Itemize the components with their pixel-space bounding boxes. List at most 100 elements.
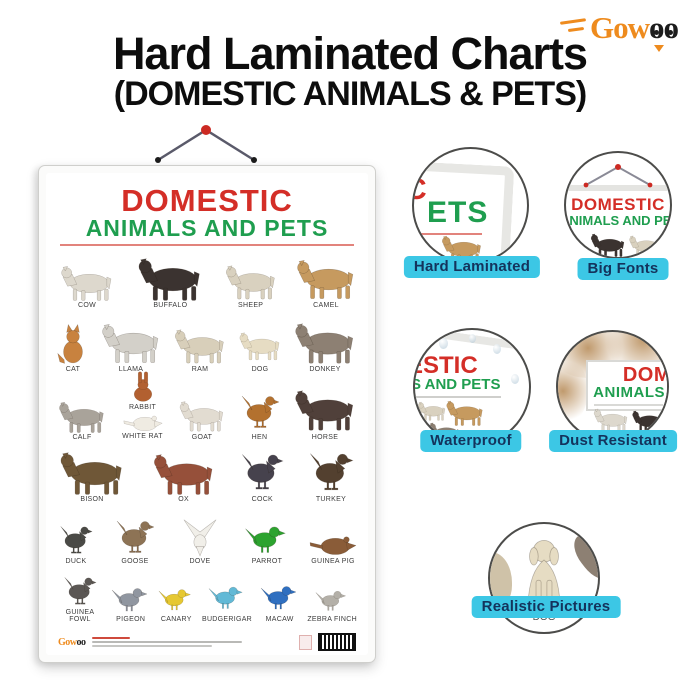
horse-illustration	[293, 387, 357, 433]
animal-row-2: CAT LLAMA RAM DOG DONKEY	[54, 310, 360, 374]
feature-circle-waterproof: ESTIC S AND PETS	[413, 328, 531, 446]
poster-zoom-panel	[586, 360, 667, 411]
pigeon-illustration	[111, 585, 151, 615]
zoom-underline	[415, 396, 501, 398]
animal-cell-guinea-pig: GUINEA PIG	[309, 531, 357, 566]
animal-label: WHITE RAT	[122, 433, 163, 441]
sheep-zoom-illustration	[628, 235, 662, 257]
hanger-string	[155, 125, 257, 163]
dove-illustration	[175, 517, 225, 557]
fine-print-line	[91, 637, 130, 639]
animal-cell-turkey: TURKEY	[305, 449, 357, 504]
buffalo-illustration	[134, 257, 206, 301]
zoom-text-red: ESTIC	[413, 352, 478, 379]
animal-label: BUFFALO	[153, 302, 188, 310]
animal-row-1: COW BUFFALO SHEEP CAMEL	[54, 248, 360, 310]
poster-footer: Gowoo	[54, 631, 360, 651]
animal-cell-cat: CAT	[57, 323, 89, 374]
white-rat-illustration	[121, 412, 165, 432]
water-droplet-icon	[469, 334, 476, 343]
cow-illustration	[57, 265, 117, 301]
animal-label: DOG	[251, 366, 269, 374]
parrot-illustration	[243, 523, 291, 557]
ram-illustration	[173, 327, 227, 365]
poster-title-line1: DOMESTIC	[121, 183, 293, 218]
fine-print-line	[91, 641, 242, 643]
hen-illustration	[240, 391, 280, 433]
hanger-zoom	[583, 164, 653, 188]
animal-cell-dog: DOG	[238, 327, 282, 374]
animal-row-3: CALF RABBIT WHITE RAT GOAT HEN	[54, 374, 360, 442]
animal-label: SHEEP	[238, 302, 264, 310]
animal-cell-duck: DUCK	[57, 523, 95, 566]
animal-cell-dove: DOVE	[175, 517, 225, 566]
animal-cell-ram: RAM	[173, 327, 227, 374]
animal-label: COW	[77, 302, 96, 310]
animal-cell-cow: COW	[57, 265, 117, 310]
llama-illustration	[100, 321, 162, 365]
animal-label: DONKEY	[309, 366, 341, 374]
feature-circle-hard-laminated: C ETS	[412, 147, 529, 264]
rabbit-illustration	[129, 371, 157, 403]
animal-label: DOVE	[189, 558, 211, 566]
animal-cell-macaw: MACAW	[260, 581, 300, 624]
animal-label: BISON	[80, 496, 104, 504]
bison-illustration	[57, 451, 127, 495]
animal-label: HEN	[251, 434, 268, 442]
animal-label: CALF	[72, 434, 92, 442]
feature-badge-realistic-pictures: Realistic Pictures	[471, 596, 621, 618]
cat-illustration	[57, 323, 89, 365]
animal-label: CANARY	[160, 616, 192, 624]
zoom-text-green: NIMALS AND PE	[569, 213, 672, 228]
header: Hard Laminated Charts (DOMESTIC ANIMALS …	[0, 30, 700, 113]
zoom-text-red: DOMESTIC	[571, 195, 665, 214]
animal-label: CAMEL	[313, 302, 339, 310]
duck-illustration	[57, 523, 95, 557]
buffalo-zoom-illustration	[588, 233, 628, 257]
animal-cell-donkey: DONKEY	[293, 321, 357, 374]
animal-label: CAT	[65, 366, 81, 374]
poster-inner: DOMESTIC ANIMALS AND PETS COW BUFFALO SH…	[46, 173, 368, 655]
calf-illustration	[57, 401, 107, 433]
animal-label: PARROT	[251, 558, 283, 566]
animal-cell-parrot: PARROT	[243, 523, 291, 566]
animal-cell-camel: CAMEL	[295, 257, 357, 310]
logo-owl-eyes: oo	[649, 10, 679, 45]
animal-label: PIGEON	[116, 616, 146, 624]
logo-text-w: w	[627, 10, 650, 45]
macaw-illustration	[260, 581, 300, 615]
gowoo-mini-logo: Gowoo	[58, 636, 86, 648]
page-subtitle: (DOMESTIC ANIMALS & PETS)	[113, 75, 587, 114]
feature-badge-hard-laminated: Hard Laminated	[403, 256, 541, 278]
ox-illustration	[148, 453, 220, 495]
fine-print	[91, 637, 293, 647]
animal-label: ZEBRA FINCH	[307, 616, 357, 624]
wall-chart-poster: DOMESTIC ANIMALS AND PETS COW BUFFALO SH…	[38, 165, 376, 663]
animal-label: RABBIT	[128, 403, 157, 411]
animal-label: MACAW	[265, 616, 294, 624]
poster-top-edge	[566, 185, 670, 191]
animal-label: GOAT	[191, 434, 213, 442]
animal-cell-zebra-finch: ZEBRA FINCH	[307, 587, 357, 624]
animal-cell-bison: BISON	[57, 451, 127, 504]
animal-label: GUINEA PIG	[311, 558, 355, 566]
buffalo-zoom-illustration	[630, 410, 666, 432]
animal-cell-rabbit-whiterat: RABBIT WHITE RAT	[121, 371, 165, 442]
goose-illustration	[113, 517, 157, 557]
page-title: Hard Laminated Charts	[112, 28, 588, 79]
zoom-text-green: S AND PETS	[413, 376, 501, 393]
feature-badge-big-fonts: Big Fonts	[577, 258, 669, 280]
animal-cell-pigeon: PIGEON	[111, 585, 151, 624]
animal-label: COCK	[251, 496, 274, 504]
animal-label: RAM	[191, 366, 209, 374]
cock-illustration	[240, 449, 284, 495]
animal-cell-cock: COCK	[240, 449, 284, 504]
budgerigar-illustration	[208, 581, 246, 615]
camel-illustration	[295, 257, 357, 301]
logo-beak-icon	[654, 45, 664, 52]
logo-text-go: Go	[589, 10, 629, 45]
zoom-underline	[420, 233, 482, 235]
turkey-illustration	[305, 449, 357, 495]
feature-badge-waterproof: Waterproof	[420, 430, 522, 452]
